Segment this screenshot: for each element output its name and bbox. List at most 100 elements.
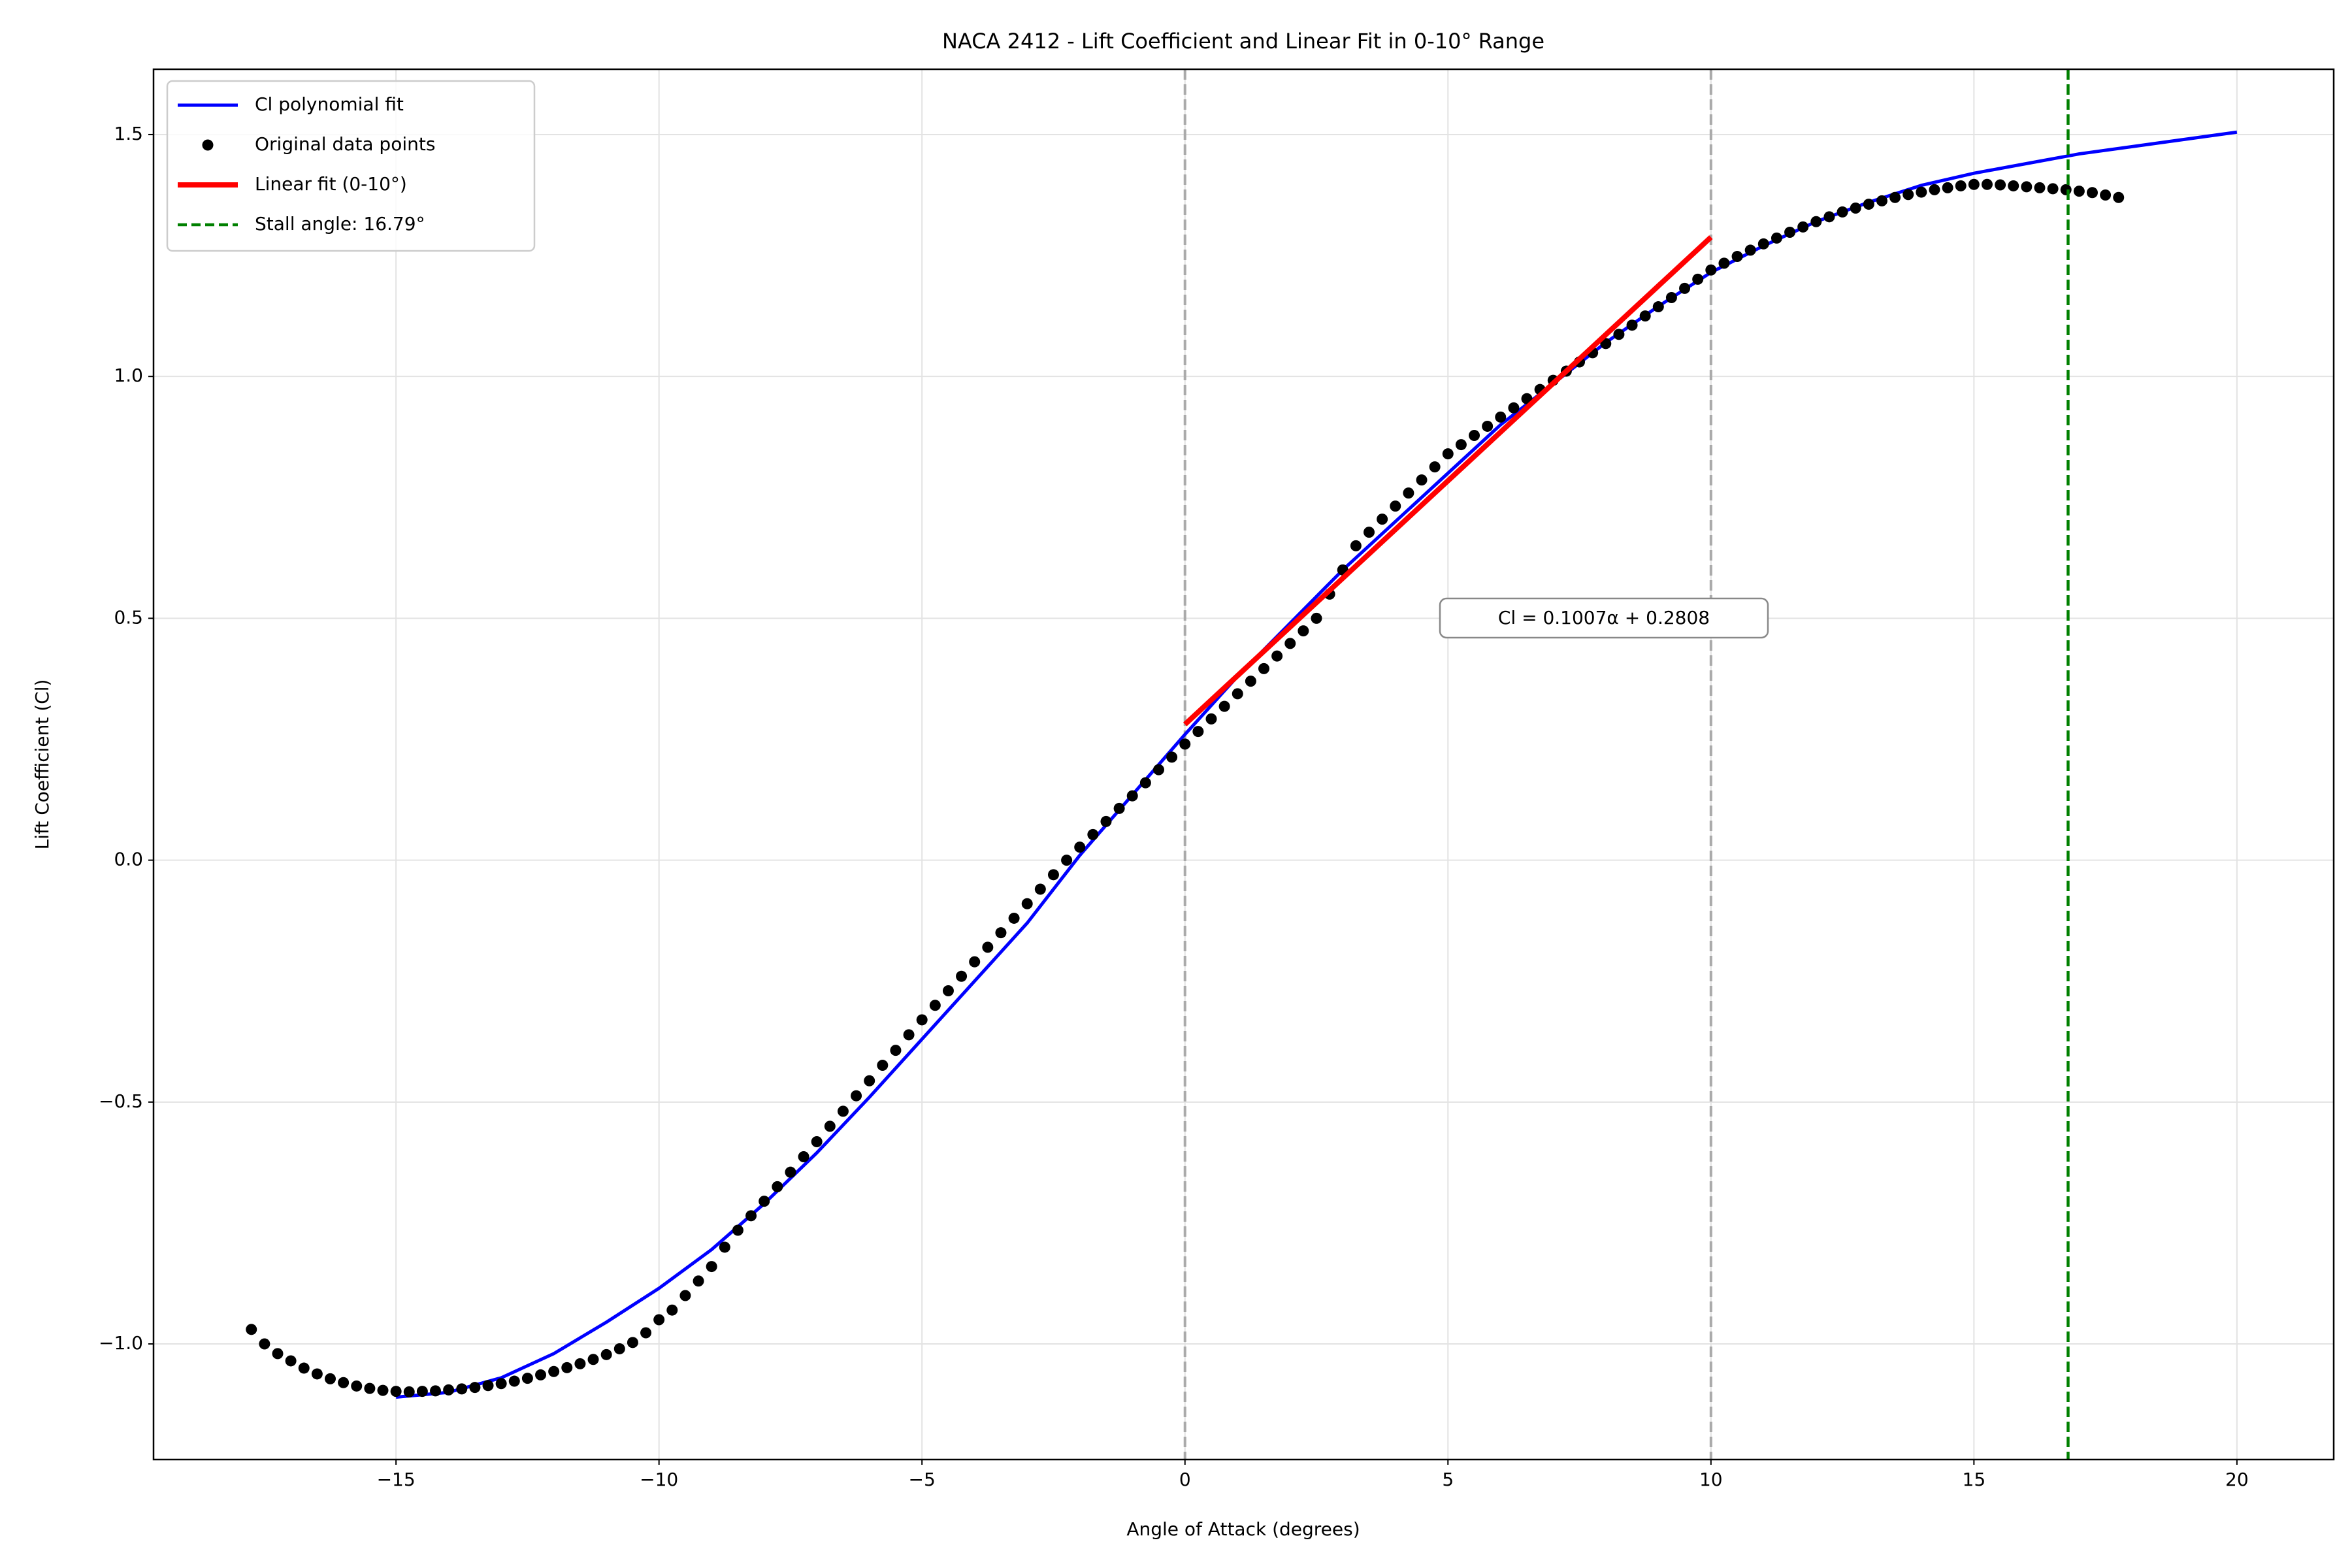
data-point — [798, 1151, 809, 1162]
x-tick-label: 5 — [1442, 1469, 1454, 1490]
data-point — [1810, 216, 1822, 227]
data-point — [1271, 650, 1283, 662]
data-point — [2021, 181, 2033, 193]
y-axis-label: Lift Coefficient (Cl) — [31, 679, 53, 850]
data-point — [430, 1385, 442, 1397]
data-point — [1995, 179, 2006, 191]
axes-frame — [152, 68, 2335, 1461]
data-point — [259, 1338, 270, 1350]
data-point — [403, 1386, 415, 1397]
data-point — [416, 1386, 428, 1397]
data-point — [1100, 815, 1112, 827]
data-point — [1942, 182, 1953, 193]
data-point — [1192, 726, 1204, 738]
data-point — [851, 1090, 862, 1102]
legend-marker — [202, 139, 214, 151]
data-point — [1298, 625, 1309, 637]
data-point — [1744, 244, 1756, 256]
data-point — [916, 1014, 928, 1026]
data-point — [364, 1382, 376, 1394]
y-tick-label: 1.5 — [114, 123, 143, 144]
data-point — [877, 1060, 889, 1071]
x-tick-label: 0 — [1179, 1469, 1191, 1490]
data-point — [732, 1224, 743, 1236]
data-point — [508, 1375, 520, 1387]
data-point — [2073, 186, 2085, 197]
data-point — [2034, 182, 2046, 193]
legend-label: Original data points — [255, 133, 435, 155]
data-point — [942, 985, 954, 997]
legend-label: Cl polynomial fit — [255, 93, 404, 115]
data-point — [1232, 688, 1243, 700]
data-point — [2008, 180, 2019, 191]
legend-label: Linear fit (0-10°) — [255, 173, 407, 195]
data-point — [2100, 189, 2112, 201]
data-point — [456, 1383, 468, 1395]
x-axis-label: Angle of Attack (degrees) — [1126, 1518, 1360, 1540]
y-tick-label: 0.0 — [114, 849, 143, 870]
data-point — [1390, 500, 1401, 512]
data-point — [1284, 638, 1296, 649]
data-point — [1034, 883, 1046, 895]
data-point — [1652, 301, 1664, 313]
data-point — [1416, 474, 1428, 486]
data-point — [1008, 912, 1020, 924]
x-tick-label: −15 — [377, 1469, 416, 1490]
data-point — [285, 1355, 297, 1367]
data-point — [311, 1368, 323, 1380]
data-point — [600, 1348, 612, 1360]
legend-label: Stall angle: 16.79° — [255, 213, 425, 235]
data-point — [298, 1362, 310, 1374]
data-point — [1916, 186, 1927, 198]
data-point — [2047, 183, 2059, 195]
data-point — [469, 1382, 481, 1394]
data-point — [443, 1384, 455, 1396]
data-point — [706, 1261, 717, 1273]
data-point — [1218, 700, 1230, 712]
data-point — [640, 1327, 652, 1339]
data-point — [1113, 802, 1125, 814]
data-point — [772, 1181, 783, 1192]
data-point — [1166, 751, 1178, 763]
data-point — [837, 1105, 849, 1117]
data-point — [1823, 211, 1835, 223]
data-point — [1771, 232, 1782, 244]
data-point — [759, 1196, 770, 1207]
data-point — [653, 1314, 665, 1326]
data-point — [1837, 206, 1848, 218]
data-point — [745, 1210, 757, 1222]
data-point — [1705, 264, 1717, 276]
data-point — [246, 1324, 257, 1335]
data-point — [1521, 393, 1533, 404]
data-point — [666, 1304, 678, 1316]
data-point — [785, 1166, 796, 1178]
y-tick-label: 0.5 — [114, 606, 143, 628]
data-point — [1863, 199, 1874, 210]
data-point — [1876, 195, 1887, 206]
data-point — [561, 1362, 573, 1373]
data-point — [1784, 227, 1796, 238]
data-point — [1797, 221, 1809, 233]
y-tick-label: −1.0 — [99, 1332, 143, 1354]
data-point — [1850, 203, 1861, 214]
data-point — [693, 1275, 704, 1287]
data-point — [1955, 180, 1967, 191]
data-point — [824, 1120, 836, 1132]
data-point — [956, 970, 968, 982]
data-point — [1482, 420, 1494, 432]
data-point — [587, 1354, 599, 1365]
data-point — [377, 1384, 389, 1396]
data-point — [574, 1358, 586, 1369]
data-point — [548, 1365, 560, 1377]
x-tick-label: 10 — [1699, 1469, 1723, 1490]
data-point — [1718, 257, 1730, 269]
x-tick-label: 15 — [1963, 1469, 1986, 1490]
data-point — [890, 1045, 902, 1056]
data-point — [929, 1000, 941, 1011]
data-point — [1442, 448, 1454, 460]
data-point — [1311, 612, 1322, 624]
data-point — [1665, 291, 1677, 303]
data-point — [1626, 319, 1638, 331]
data-point — [521, 1373, 533, 1384]
